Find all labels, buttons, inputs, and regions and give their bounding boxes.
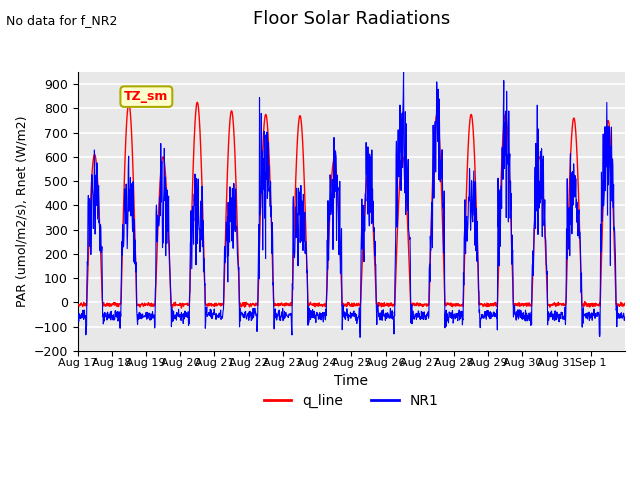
Line: q_line: q_line [77,102,625,308]
q_line [193,99,201,105]
Legend: q_line, NR1: q_line, NR1 [258,388,445,413]
q_line [177,305,185,311]
NR1 [74,312,81,317]
q_line [615,301,623,307]
Y-axis label: PAR (umol/m2/s), Rnet (W/m2): PAR (umol/m2/s), Rnet (W/m2) [15,116,28,307]
NR1 [481,309,489,314]
q_line [74,301,81,307]
NR1 [337,239,345,245]
Text: TZ_sm: TZ_sm [124,90,168,103]
NR1 [356,335,364,340]
q_line [621,302,629,308]
NR1 [615,312,623,318]
NR1 [159,240,167,246]
X-axis label: Time: Time [334,374,369,388]
q_line [159,154,167,160]
NR1 [400,69,408,75]
NR1 [621,316,629,322]
Text: Floor Solar Radiations: Floor Solar Radiations [253,10,451,28]
q_line [327,182,335,188]
NR1 [326,179,334,184]
q_line [338,286,346,291]
q_line [561,301,569,307]
NR1 [561,304,569,310]
q_line [481,301,489,307]
Line: NR1: NR1 [77,72,625,337]
Text: No data for f_NR2: No data for f_NR2 [6,14,118,27]
